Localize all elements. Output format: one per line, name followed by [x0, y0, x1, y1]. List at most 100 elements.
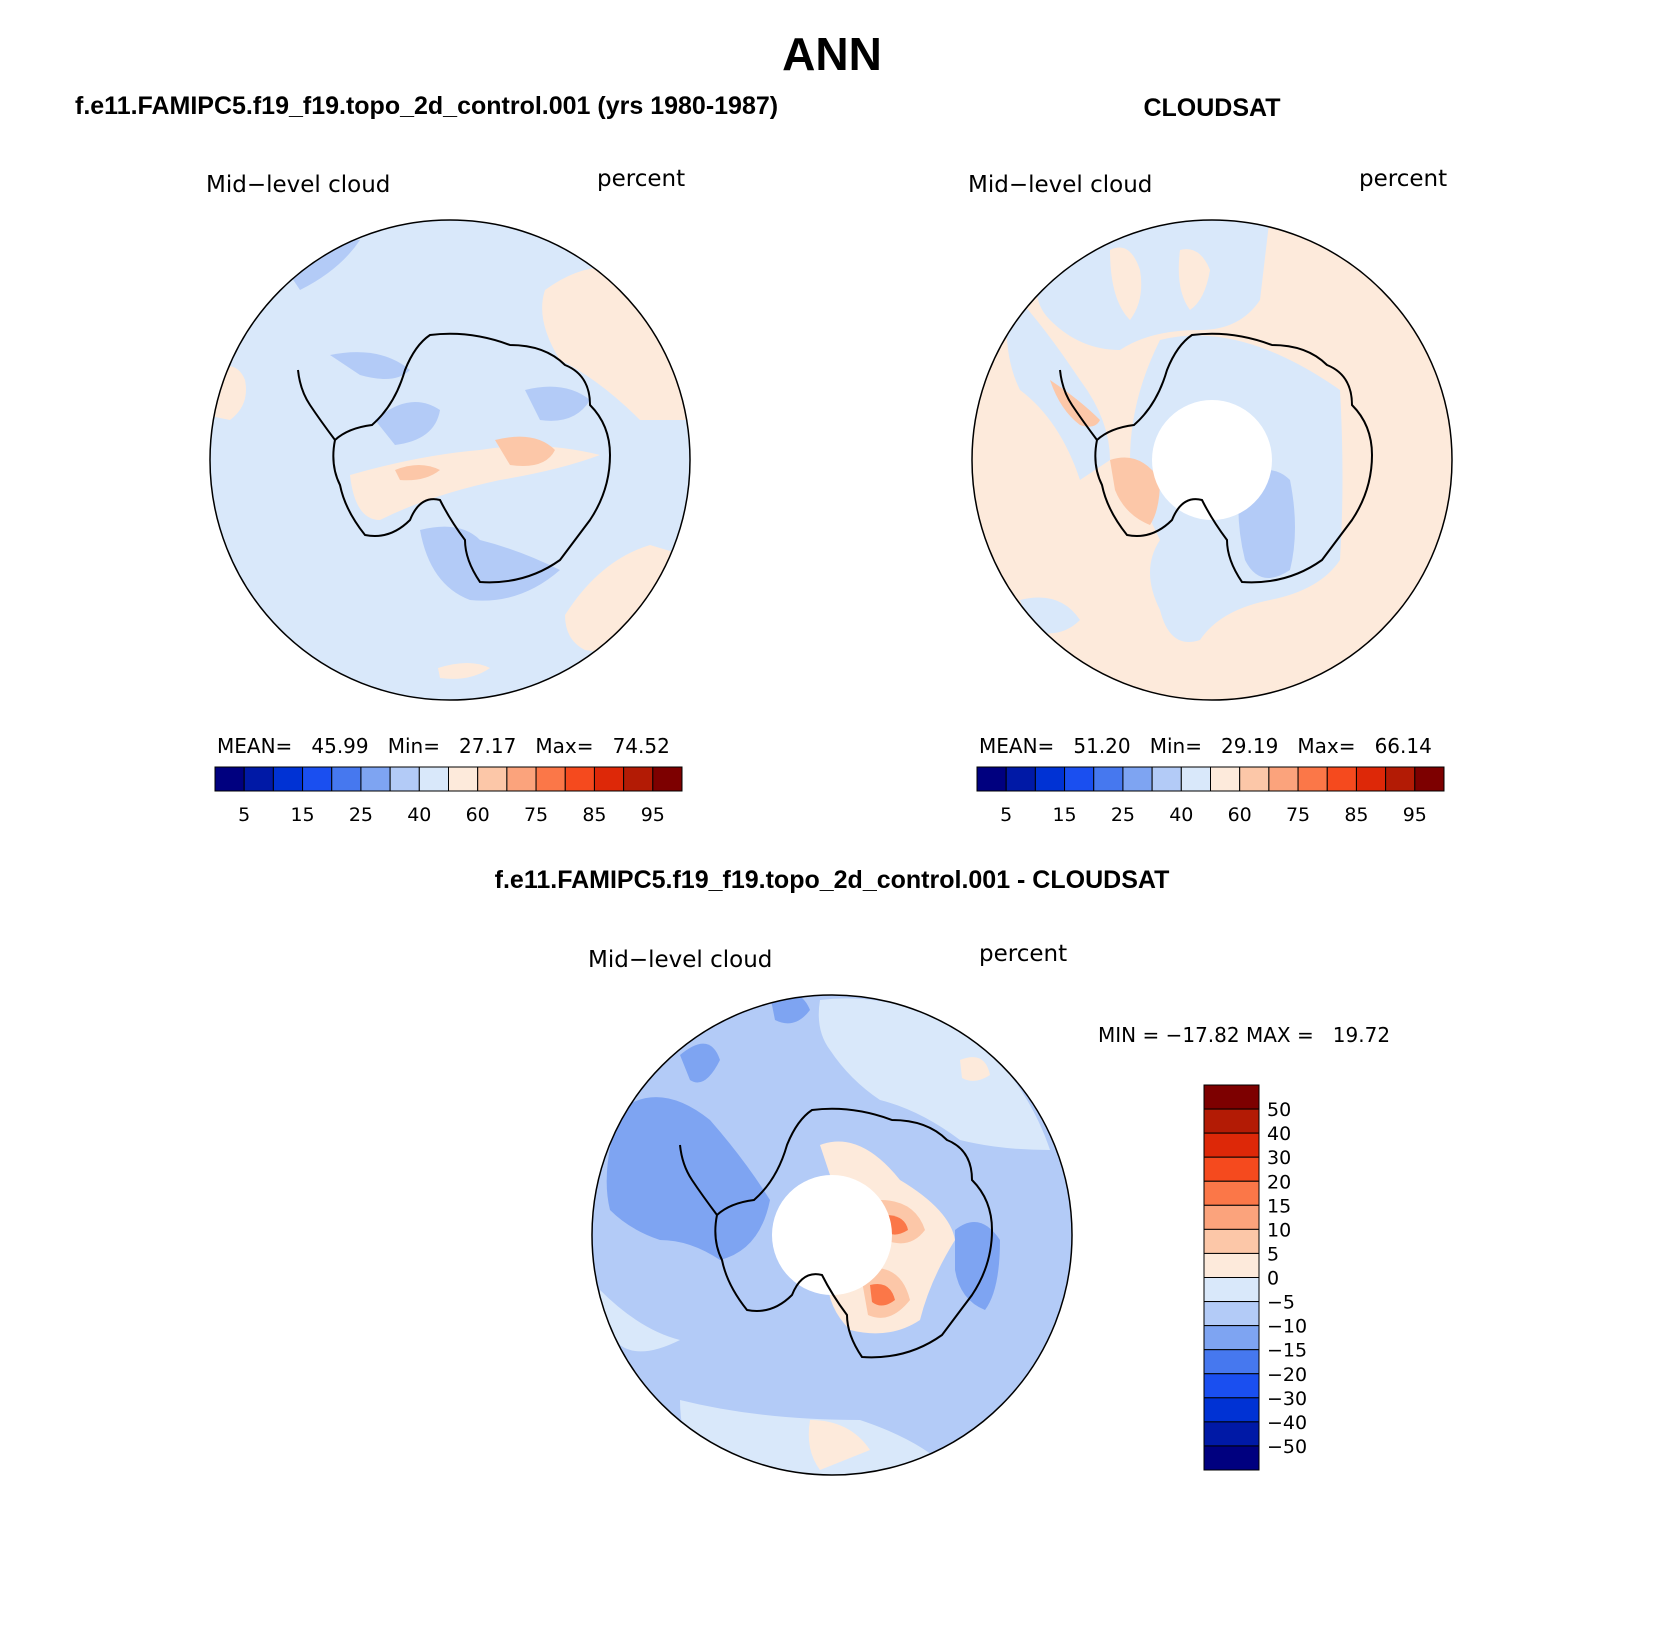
- map-fill-higher-cloud: [1178, 249, 1210, 310]
- colorbar-swatch: [272, 766, 304, 792]
- colorbar-swatch: [1385, 766, 1416, 792]
- antarctic-peninsula: [679, 1144, 718, 1216]
- panel-obs: CLOUDSAT Mid−level cloud percent MEAN= 5…: [968, 94, 1453, 826]
- colorbar-swatch: [1203, 1108, 1260, 1134]
- map-fill-lower-cloud: [1006, 290, 1110, 480]
- panel-model-map: [210, 220, 690, 700]
- antarctica-coastline: [714, 1107, 994, 1359]
- colorbar-swatch: [652, 766, 683, 792]
- colorbar-swatch: [1203, 1252, 1260, 1278]
- panel-obs-units-label: percent: [1359, 166, 1447, 192]
- colorbar-tick-label: 85: [582, 804, 606, 826]
- panel-diff-header: f.e11.FAMIPC5.f19_f19.topo_2d_control.00…: [495, 866, 1170, 894]
- colorbar-swatch: [1326, 766, 1357, 792]
- colorbar-tick-label: 40: [407, 804, 431, 826]
- colorbar-tick-label: 15: [1267, 1195, 1291, 1217]
- panel-obs-colorbar: 5 15 25 40 60 75 85 95: [976, 766, 1445, 826]
- colorbar-swatch: [1093, 766, 1124, 792]
- colorbar-tick-label: 40: [1169, 804, 1193, 826]
- map-fill-high-cloud: [495, 436, 555, 466]
- colorbar-swatch: [1203, 1156, 1260, 1182]
- colorbar-tick-label: 10: [1267, 1219, 1291, 1241]
- colorbar-swatch: [1203, 1349, 1260, 1375]
- colorbar-swatch: [214, 766, 245, 792]
- colorbar-tick-label: −20: [1267, 1364, 1307, 1386]
- colorbar-tick-label: 5: [238, 804, 250, 826]
- map-fill-lower-cloud: [420, 526, 560, 601]
- panel-obs-map-border: [971, 219, 1453, 701]
- antarctic-peninsula: [297, 369, 336, 441]
- map-fill-large-positive: [870, 1284, 895, 1306]
- colorbar-swatch: [1122, 766, 1153, 792]
- colorbar-swatch: [1203, 1301, 1260, 1327]
- colorbar-tick-label: 5: [1267, 1243, 1279, 1265]
- colorbar-tick-label: −30: [1267, 1388, 1307, 1410]
- colorbar-swatch: [477, 766, 508, 792]
- map-fill-lower-cloud: [375, 402, 440, 445]
- colorbar-swatch: [302, 766, 333, 792]
- colorbar-swatch: [1064, 766, 1095, 792]
- panel-model: f.e11.FAMIPC5.f19_f19.topo_2d_control.00…: [75, 92, 778, 826]
- colorbar-swatch: [1203, 1228, 1260, 1254]
- colorbar-swatch: [243, 766, 274, 792]
- colorbar-tick-label: 95: [1403, 804, 1427, 826]
- colorbar-swatch: [1203, 1204, 1260, 1230]
- colorbar-swatch: [1203, 1445, 1260, 1471]
- colorbar-tick-label: 95: [641, 804, 665, 826]
- panel-obs-variable-label: Mid−level cloud: [968, 172, 1152, 198]
- panel-obs-stats: MEAN= 51.20 Min= 29.19 Max= 66.14: [979, 734, 1432, 758]
- map-fill-small-negative: [818, 998, 1050, 1150]
- antarctica-coastline: [332, 332, 612, 584]
- colorbar-tick-label: 50: [1267, 1099, 1291, 1121]
- colorbar-swatch: [1203, 1132, 1260, 1158]
- colorbar-tick-label: 20: [1267, 1171, 1291, 1193]
- colorbar-swatch: [1203, 1421, 1260, 1447]
- colorbar-swatch: [1180, 766, 1211, 792]
- map-fill-small-positive: [960, 1057, 990, 1081]
- map-fill-small-negative: [599, 1290, 680, 1352]
- panel-model-header: f.e11.FAMIPC5.f19_f19.topo_2d_control.00…: [75, 92, 778, 120]
- colorbar-tick-label: 5: [1000, 804, 1012, 826]
- panel-diff: f.e11.FAMIPC5.f19_f19.topo_2d_control.00…: [495, 866, 1390, 1476]
- colorbar-tick-label: 15: [290, 804, 314, 826]
- colorbar-swatch: [1005, 766, 1036, 792]
- colorbar-tick-label: −10: [1267, 1316, 1307, 1338]
- colorbar-tick-label: 60: [466, 804, 490, 826]
- colorbar-swatch: [360, 766, 391, 792]
- panel-model-map-border: [209, 219, 691, 701]
- colorbar-swatch: [331, 766, 362, 792]
- colorbar-swatch: [976, 766, 1007, 792]
- colorbar-swatch: [593, 766, 625, 792]
- panel-diff-map-border: [591, 994, 1073, 1476]
- pole-hole: [1152, 400, 1272, 520]
- colorbar-tick-label: 25: [349, 804, 373, 826]
- figure-title: ANN: [782, 28, 882, 80]
- panel-diff-map: [592, 995, 1072, 1475]
- colorbar-tick-label: 40: [1267, 1123, 1291, 1145]
- panel-diff-variable-label: Mid−level cloud: [588, 947, 772, 973]
- panel-obs-map: [972, 220, 1452, 700]
- colorbar-tick-label: 30: [1267, 1147, 1291, 1169]
- colorbar-tick-label: 15: [1052, 804, 1076, 826]
- map-fill-lower-cloud: [330, 352, 410, 379]
- antarctica-coastline: [1094, 332, 1374, 584]
- colorbar-swatch: [1203, 1397, 1260, 1423]
- colorbar-swatch: [1239, 766, 1270, 792]
- colorbar-swatch: [418, 766, 449, 792]
- colorbar-swatch: [623, 766, 654, 792]
- antarctic-peninsula: [1059, 369, 1098, 441]
- colorbar-tick-label: −50: [1267, 1436, 1307, 1458]
- colorbar-tick-label: −15: [1267, 1340, 1307, 1362]
- map-fill-moderate-negative: [680, 1043, 720, 1083]
- colorbar-swatch: [389, 766, 420, 792]
- colorbar-swatch: [1297, 766, 1328, 792]
- colorbar-swatch: [1210, 766, 1241, 792]
- panel-diff-stats: MIN = −17.82 MAX = 19.72: [1098, 1023, 1390, 1047]
- map-fill-high-cloud: [1050, 380, 1100, 427]
- colorbar-tick-label: 85: [1344, 804, 1368, 826]
- colorbar-tick-label: −40: [1267, 1412, 1307, 1434]
- map-fill-higher-cloud: [438, 663, 490, 679]
- colorbar-swatch: [1414, 766, 1445, 792]
